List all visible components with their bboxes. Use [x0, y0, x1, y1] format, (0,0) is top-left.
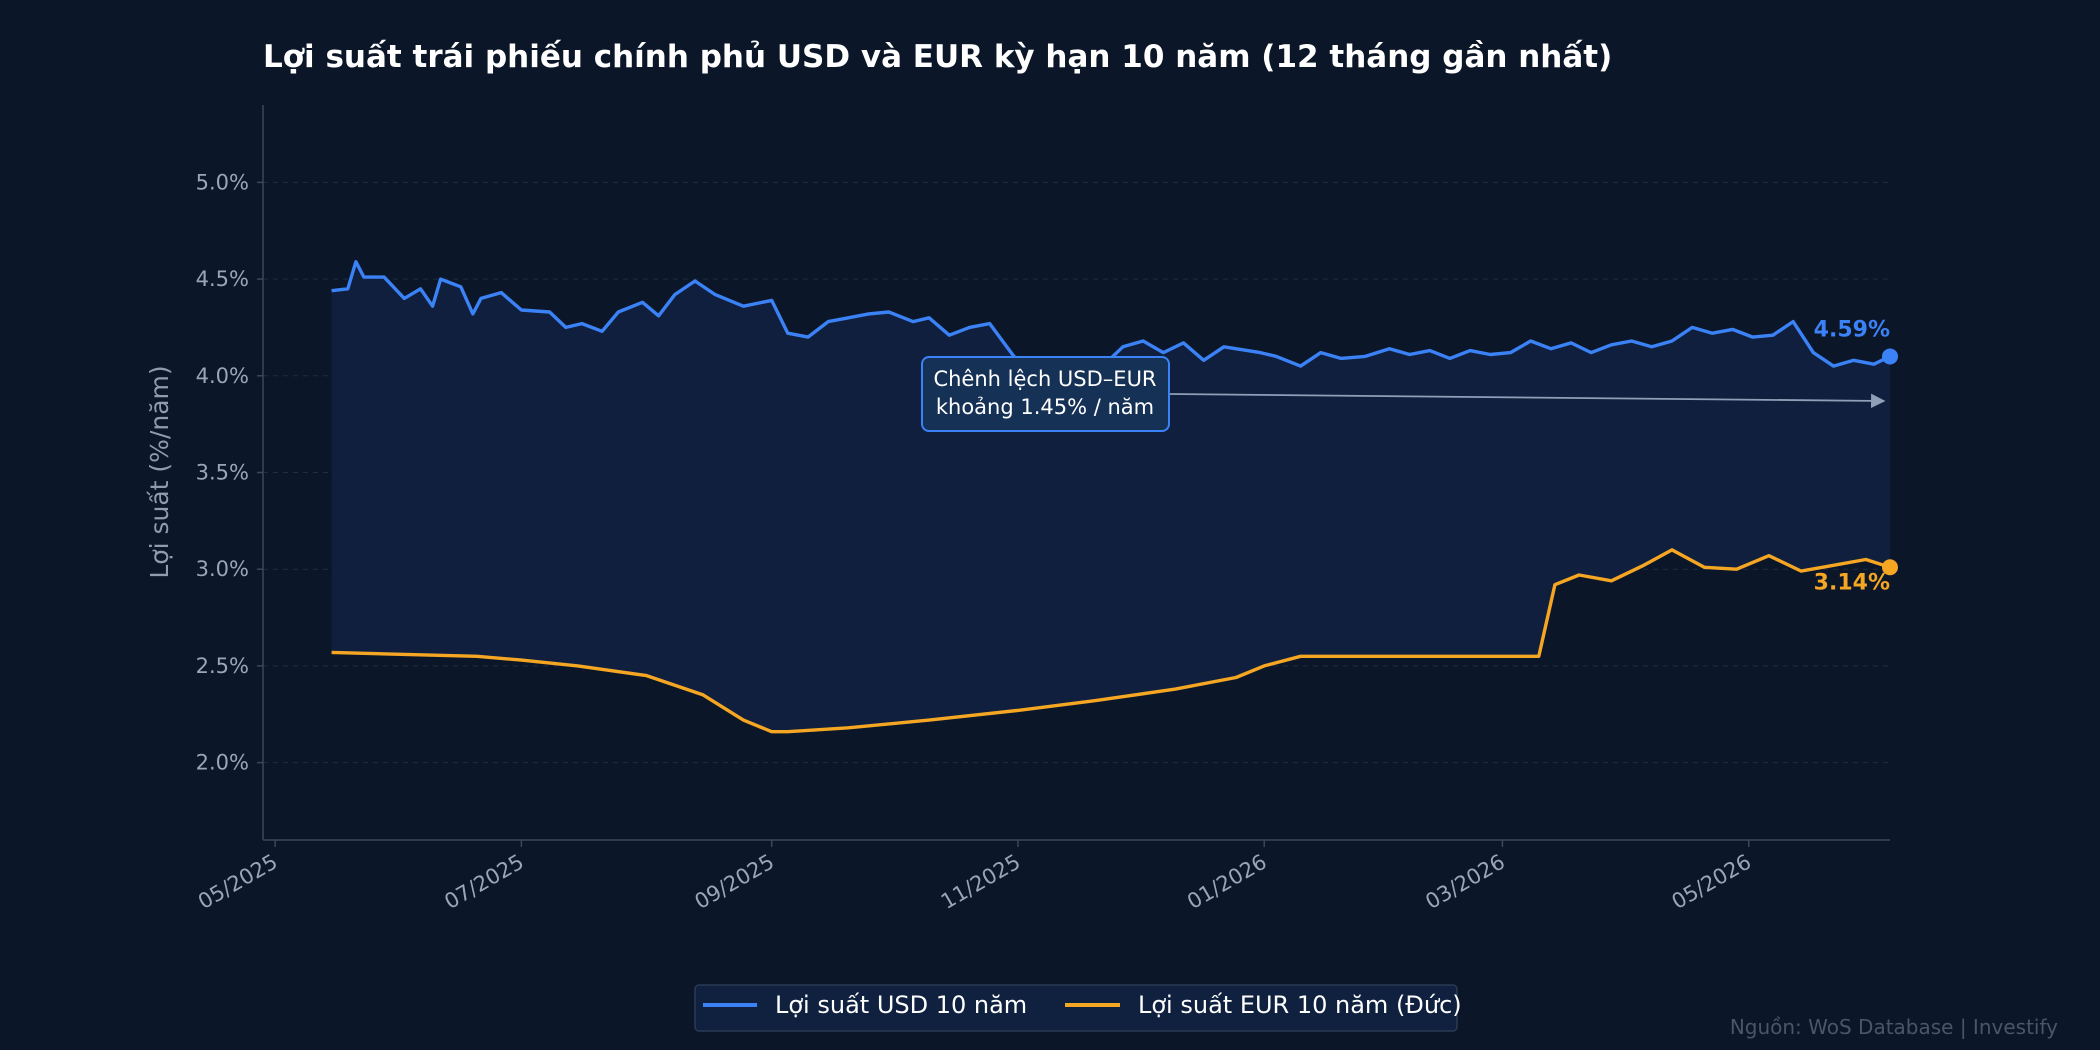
series-end-label-0: 4.59% [1814, 317, 1890, 342]
annotation-line-2: khoảng 1.45% / năm [936, 395, 1154, 419]
y-axis-title: Lợi suất (%/năm) [145, 365, 174, 578]
y-axis-ticks: 2.0% 2.5% 3.0% 3.5% 4.0% 4.5% 5.0% [196, 170, 263, 775]
legend-box [694, 984, 1458, 1032]
y-tick-label: 4.0% [196, 364, 249, 388]
y-tick-label: 5.0% [196, 170, 249, 194]
series-end-marker-1 [1882, 559, 1898, 576]
y-tick-label: 2.0% [196, 751, 249, 775]
annotation-line-1: Chênh lệch USD–EUR [933, 367, 1156, 391]
series-end-label-1: 3.14% [1814, 570, 1890, 595]
legend-label-usd: Lợi suất USD 10 năm [775, 991, 1027, 1019]
spread-fill-area [331, 261, 1891, 732]
y-tick-label: 2.5% [196, 654, 249, 678]
y-tick-label: 4.5% [196, 267, 249, 291]
source-note: Nguồn: WoS Database | Investify [1730, 1015, 2058, 1039]
x-tick-label: 03/2026 [1421, 850, 1509, 914]
spread-annotation: Chênh lệch USD–EUR khoảng 1.45% / năm [921, 356, 1886, 432]
x-tick-label: 05/2025 [194, 850, 282, 914]
legend: Lợi suất USD 10 năm Lợi suất EUR 10 năm … [694, 984, 1462, 1032]
series-end-marker-0 [1882, 348, 1898, 365]
annotation-arrow [1169, 393, 1886, 409]
x-axis-ticks: 05/2025 07/2025 09/2025 11/2025 01/2026 03/20… [194, 840, 1755, 914]
x-tick-label: 11/2025 [937, 850, 1025, 914]
x-tick-label: 07/2025 [440, 850, 528, 914]
series-line-1 [331, 548, 1891, 734]
chart-title: Lợi suất trái phiếu chính phủ USD và EUR… [263, 39, 1612, 75]
x-tick-label: 09/2025 [691, 850, 779, 914]
annotation-box [921, 356, 1170, 432]
y-tick-label: 3.0% [196, 557, 249, 581]
x-tick-label: 05/2026 [1668, 850, 1756, 914]
y-tick-label: 3.5% [196, 461, 249, 485]
legend-label-eur: Lợi suất EUR 10 năm (Đức) [1138, 991, 1462, 1019]
x-tick-label: 01/2026 [1183, 850, 1271, 914]
